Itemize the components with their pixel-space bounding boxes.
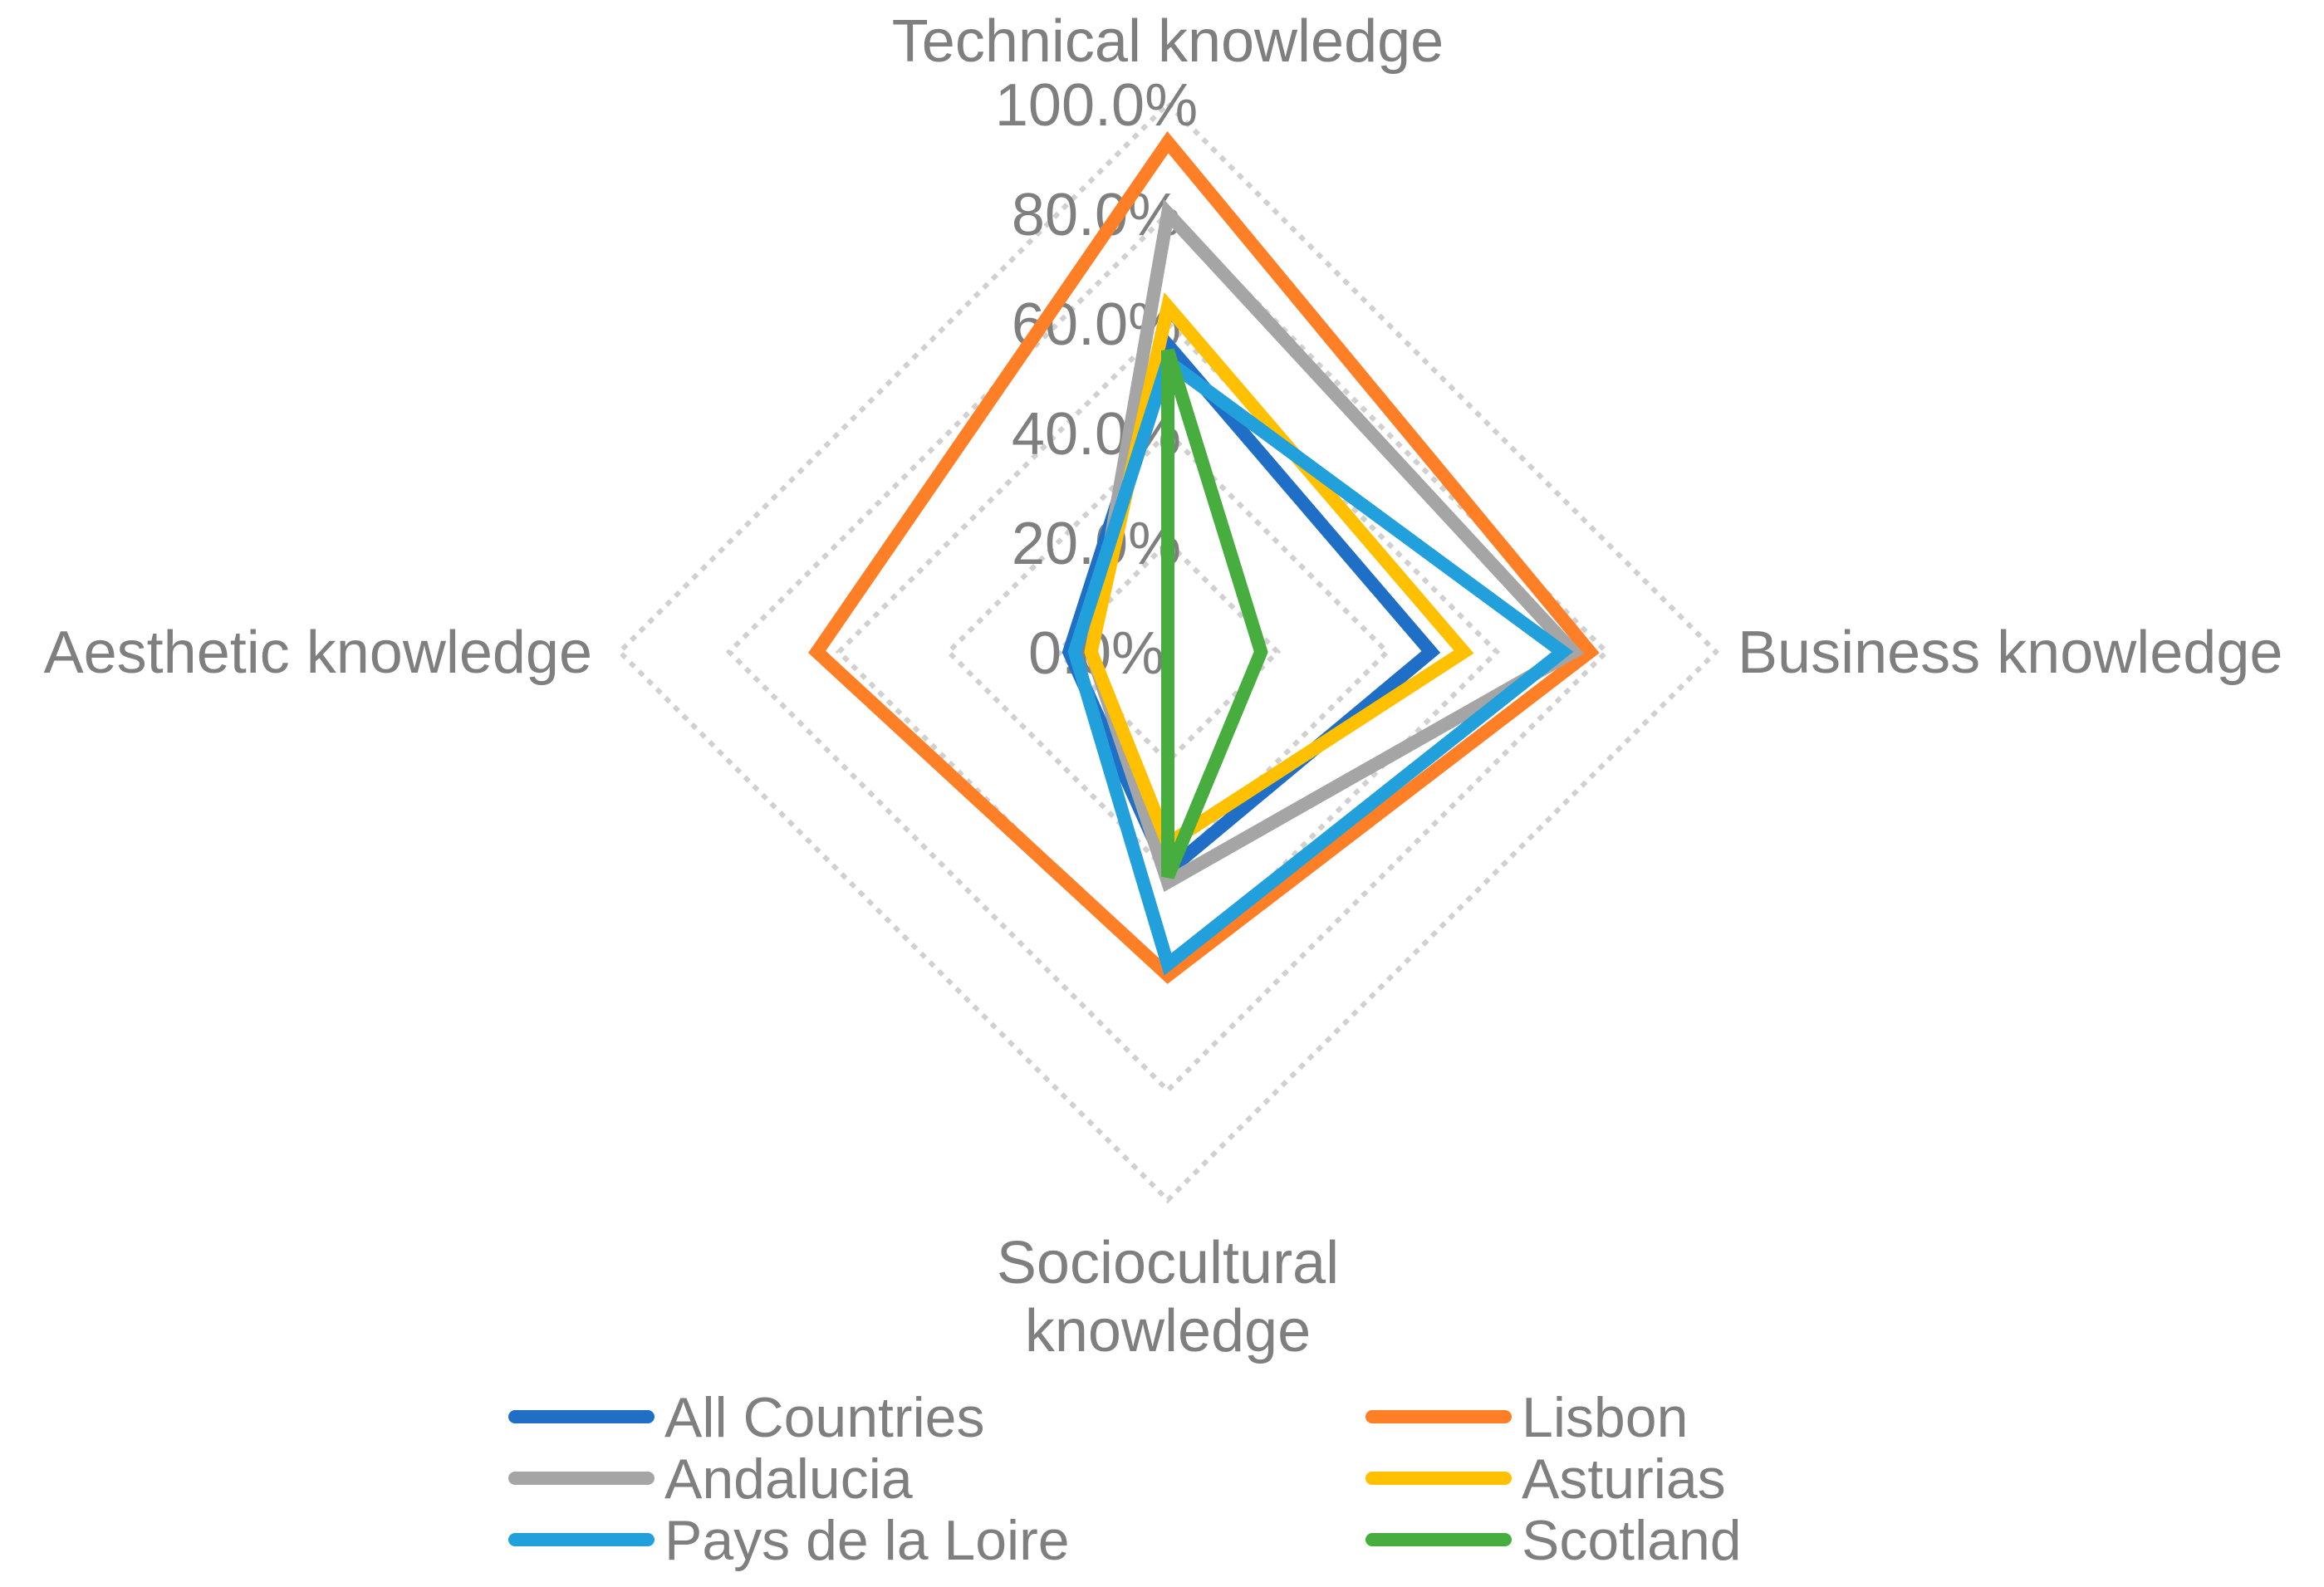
grid-ring-4 <box>725 209 1611 1095</box>
grid-ring-1 <box>1054 538 1282 766</box>
legend-item: All Countries <box>508 1386 985 1449</box>
radar-series <box>808 130 1600 984</box>
legend-label: Andalucia <box>664 1447 913 1511</box>
axis-label: Aesthetic knowledge <box>44 620 592 686</box>
legend-label: Asturias <box>1522 1447 1726 1511</box>
axis-label: Business knowledge <box>1738 620 2282 686</box>
legend-label: Pays de la Loire <box>664 1509 1070 1572</box>
legend-label: All Countries <box>664 1386 985 1449</box>
legend-item: Lisbon <box>1365 1386 1688 1449</box>
axis-label: Technical knowledge <box>892 8 1444 75</box>
radar-grid <box>615 100 1720 1204</box>
legend-item: Andalucia <box>508 1447 913 1511</box>
grid-ring-5 <box>615 100 1720 1204</box>
axis-label: Sociocultural knowledge <box>997 1230 1339 1364</box>
legend-item: Pays de la Loire <box>508 1509 1070 1572</box>
series-line-4 <box>1067 350 1574 976</box>
legend-label: Lisbon <box>1522 1386 1688 1449</box>
tick-label: 100.0% <box>995 72 1198 139</box>
series-line-1 <box>808 130 1600 984</box>
legend-item: Scotland <box>1365 1509 1742 1572</box>
grid-ring-3 <box>835 319 1501 985</box>
chart-legend: All Countries Lisbon Andalucia Asturias Pays… <box>508 1386 1742 1572</box>
radar-axis-labels: Technical knowledge Business knowledge Soc… <box>44 8 2283 1364</box>
legend-item: Asturias <box>1365 1447 1726 1511</box>
legend-label: Scotland <box>1522 1509 1742 1572</box>
series-line-5 <box>1161 348 1268 879</box>
